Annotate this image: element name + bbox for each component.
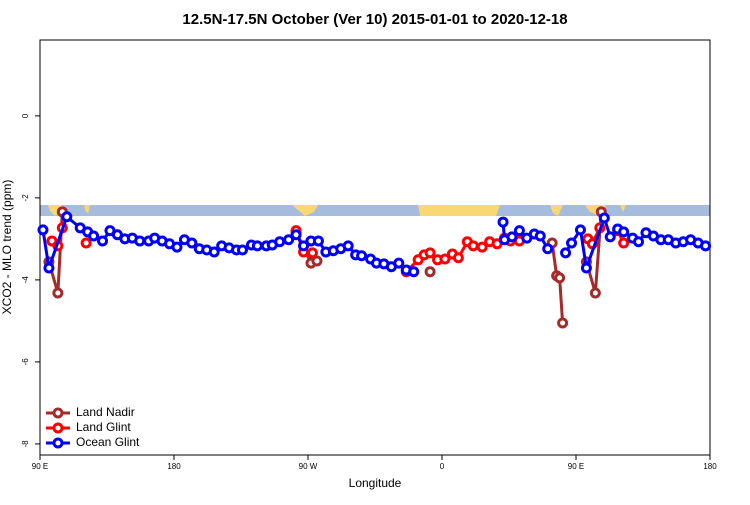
point	[283, 234, 295, 246]
point	[580, 262, 592, 274]
point	[88, 230, 100, 242]
point	[598, 212, 610, 224]
x-tick-label: 0	[440, 462, 445, 471]
x-tick-label: 90 E	[32, 462, 48, 471]
point	[134, 235, 146, 247]
point	[171, 241, 183, 253]
y-tick-label: 0	[21, 113, 30, 118]
point	[700, 240, 712, 252]
land-mask	[40, 205, 710, 216]
point	[312, 235, 324, 247]
point	[290, 229, 302, 241]
point	[37, 224, 49, 236]
point	[497, 216, 509, 228]
point	[604, 231, 616, 243]
point	[61, 211, 73, 223]
point	[574, 224, 586, 236]
x-tick-label: 90 E	[568, 462, 584, 471]
point	[274, 236, 286, 248]
y-tick-label: -6	[21, 358, 30, 366]
point	[424, 266, 436, 278]
x-tick-label: 180	[703, 462, 717, 471]
point	[80, 237, 92, 249]
point	[342, 240, 354, 252]
point	[506, 231, 518, 243]
point	[356, 250, 368, 262]
y-axis-label: XCO2 - MLO trend (ppm)	[0, 180, 14, 315]
point	[311, 255, 323, 267]
y-tick-label: -4	[21, 276, 30, 284]
point	[554, 272, 566, 284]
point	[236, 244, 248, 256]
plot-frame	[39, 39, 711, 456]
point	[618, 226, 630, 238]
point	[542, 243, 554, 255]
legend-label: Ocean Glint	[76, 435, 140, 449]
point	[589, 287, 601, 299]
point	[534, 230, 546, 242]
point	[452, 252, 464, 264]
x-tick-label: 180	[167, 462, 181, 471]
point	[298, 240, 310, 252]
point	[560, 247, 572, 259]
point	[476, 241, 488, 253]
legend-label: Land Glint	[76, 420, 131, 434]
point	[439, 253, 451, 265]
point	[618, 237, 630, 249]
point	[633, 236, 645, 248]
point	[186, 237, 198, 249]
point	[566, 237, 578, 249]
point	[467, 240, 479, 252]
point	[424, 247, 436, 259]
y-tick-label: -8	[21, 440, 30, 448]
point	[97, 235, 109, 247]
point	[208, 246, 220, 258]
point	[393, 257, 405, 269]
legend-label: Land Nadir	[76, 405, 135, 419]
point	[43, 262, 55, 274]
x-axis-label: Longitude	[349, 476, 402, 490]
point	[52, 287, 64, 299]
y-tick-label: -2	[21, 194, 30, 202]
x-tick-label: 90 W	[299, 462, 318, 471]
point	[251, 240, 263, 252]
chart-title: 12.5N-17.5N October (Ver 10) 2015-01-01 …	[182, 11, 567, 28]
legend-marker	[52, 422, 64, 434]
point	[557, 317, 569, 329]
point	[513, 225, 525, 237]
point	[408, 266, 420, 278]
legend-marker	[52, 437, 64, 449]
legend-marker	[52, 407, 64, 419]
point	[306, 247, 318, 259]
